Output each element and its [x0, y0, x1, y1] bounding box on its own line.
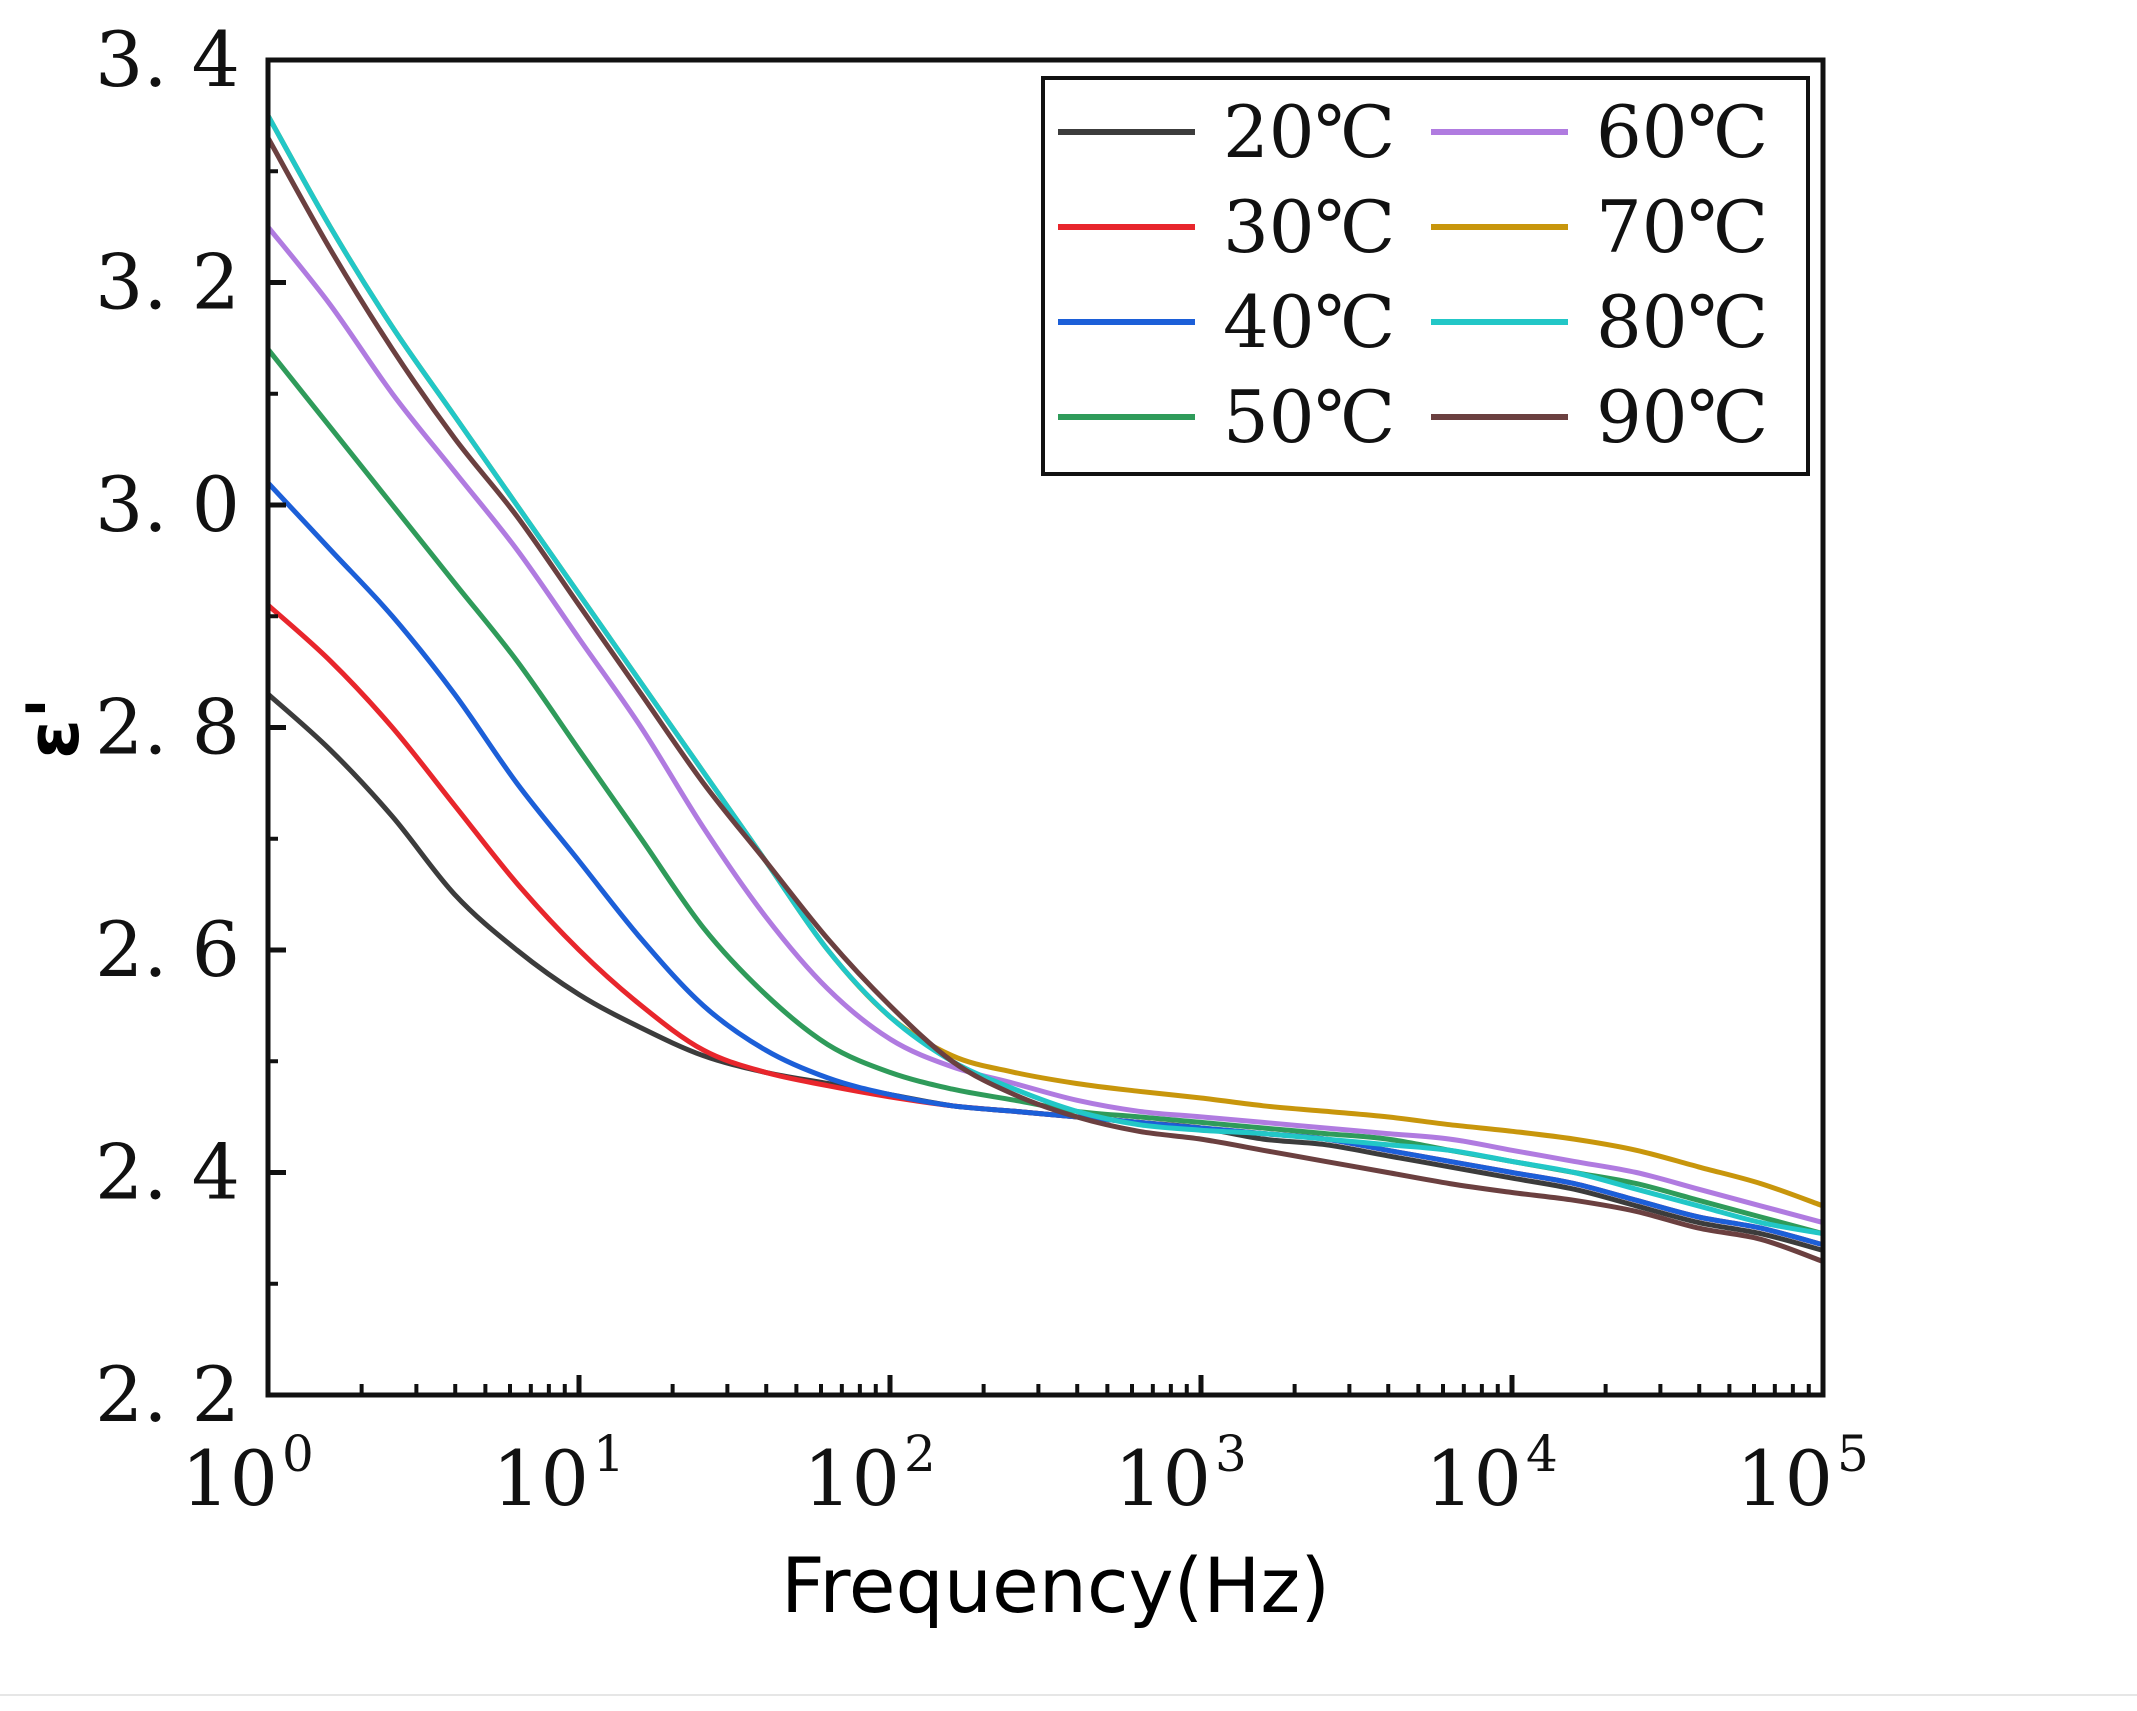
y-tick-label: 3. 2 [95, 238, 240, 327]
legend-item: 50℃ [1058, 375, 1395, 459]
ticks-layer [265, 57, 1826, 1398]
legend-label: 20℃ [1223, 90, 1395, 174]
x-tick-label: 10 1 [492, 1425, 625, 1523]
legend-item: 60℃ [1431, 90, 1768, 174]
x-tick-label: 10 4 [1425, 1425, 1558, 1523]
legend-item: 20℃ [1058, 90, 1395, 174]
legend-item: 80℃ [1431, 280, 1768, 364]
x-tick-base: 10 [1114, 1434, 1211, 1523]
legend-item: 40℃ [1058, 280, 1395, 364]
y-tick-label: 2. 6 [95, 905, 240, 994]
x-tick-base: 10 [1425, 1434, 1522, 1523]
legend-label: 50℃ [1223, 375, 1395, 459]
legend-item: 70℃ [1431, 185, 1768, 269]
x-tick-exponent: 5 [1837, 1425, 1869, 1483]
series-line-8 [265, 136, 1824, 1264]
series-line-2 [266, 603, 1824, 1248]
legend-item: 90℃ [1431, 375, 1768, 459]
x-tick-label: 10 2 [803, 1425, 936, 1523]
legend-label: 90℃ [1596, 375, 1768, 459]
x-tick-exponent: 3 [1215, 1425, 1247, 1483]
page-bottom-divider [0, 1694, 2137, 1696]
x-axis-label: Frequency(Hz) [781, 1541, 1330, 1630]
x-tick-exponent: 0 [282, 1425, 314, 1483]
x-tick-label: 10 0 [181, 1425, 314, 1523]
series-line-3 [266, 481, 1824, 1248]
y-axis-label: ε' [11, 697, 95, 759]
x-tick-exponent: 4 [1526, 1425, 1558, 1483]
x-tick-base: 10 [1736, 1434, 1833, 1523]
legend: 20℃ 30℃ 40℃ 50℃ 60℃ 70℃ 80℃ 90℃ [1041, 76, 1810, 476]
y-tick-label: 3. 4 [95, 15, 240, 104]
series-line-1 [266, 692, 1824, 1253]
tick-labels-layer: 2. 22. 42. 62. 83. 03. 23. 410 0 10 1 10 2 10 3… [95, 15, 1869, 1523]
y-tick-label: 2. 2 [95, 1350, 240, 1439]
x-tick-exponent: 1 [593, 1425, 625, 1483]
x-tick-base: 10 [492, 1434, 589, 1523]
legend-box [1041, 76, 1810, 476]
legend-label: 30℃ [1223, 185, 1395, 269]
series-lines-layer [265, 114, 1824, 1264]
y-tick-label: 3. 0 [95, 460, 240, 549]
x-tick-base: 10 [181, 1434, 278, 1523]
x-tick-label: 10 3 [1114, 1425, 1247, 1523]
legend-label: 80℃ [1596, 280, 1768, 364]
x-tick-base: 10 [803, 1434, 900, 1523]
y-tick-label: 2. 4 [95, 1128, 240, 1217]
x-tick-exponent: 2 [904, 1425, 936, 1483]
x-tick-label: 10 5 [1736, 1425, 1869, 1523]
y-tick-label: 2. 8 [95, 683, 240, 772]
legend-item: 30℃ [1058, 185, 1395, 269]
legend-label: 60℃ [1596, 90, 1768, 174]
legend-label: 70℃ [1596, 185, 1768, 269]
legend-label: 40℃ [1223, 280, 1395, 364]
